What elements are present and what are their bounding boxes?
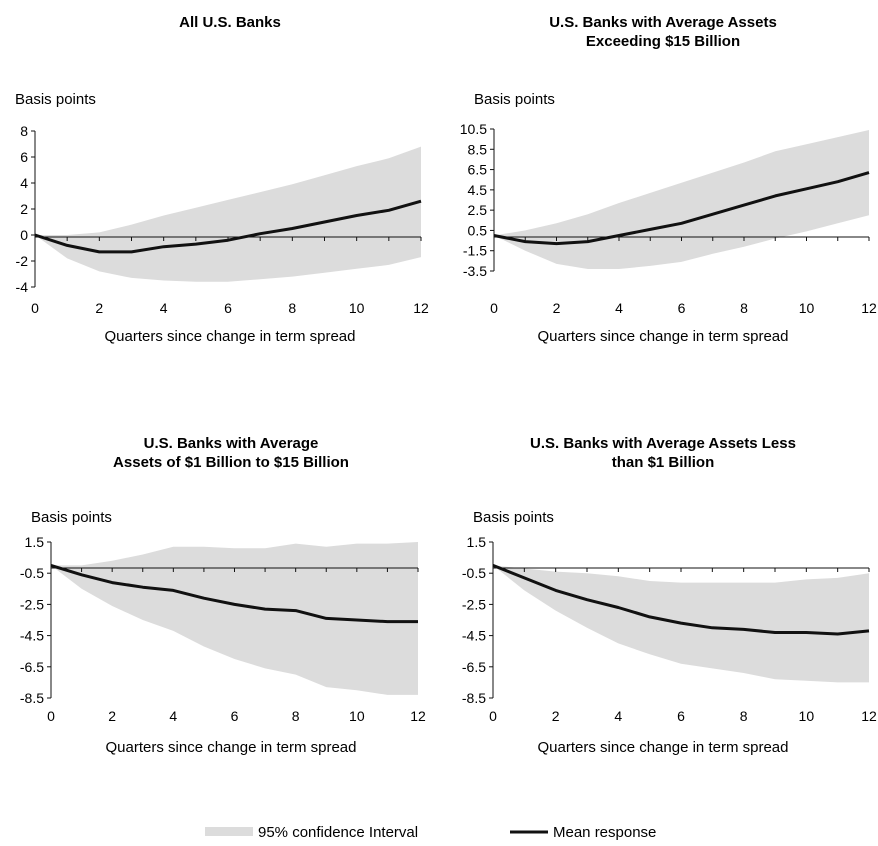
y-tick-label: -1.5 <box>463 243 487 259</box>
y-tick-label: 0 <box>20 227 28 243</box>
y-tick-label: -6.5 <box>20 659 44 675</box>
x-tick-label: 10 <box>799 300 815 316</box>
x-tick-label: 12 <box>413 300 429 316</box>
y-tick-label: 4.5 <box>468 182 488 198</box>
confidence-band <box>51 542 418 695</box>
y-tick-label: 2.5 <box>468 202 488 218</box>
x-axis-label: Quarters since change in term spread <box>538 328 789 345</box>
y-tick-label: -2 <box>16 253 29 269</box>
x-tick-label: 12 <box>410 708 426 724</box>
y-tick-label: -4.5 <box>462 628 486 644</box>
x-tick-label: 0 <box>489 708 497 724</box>
x-tick-label: 4 <box>614 708 622 724</box>
mean-response-line <box>34 199 422 254</box>
legend-line-label: Mean response <box>553 824 656 841</box>
y-axis-label: Basis points <box>473 509 554 526</box>
chart-title-line: than $1 Billion <box>612 454 715 471</box>
x-tick-label: 4 <box>615 300 623 316</box>
x-tick-label: 10 <box>349 708 365 724</box>
x-tick-label: 4 <box>169 708 177 724</box>
chart-panel-3: U.S. Banks with Average Assets of $1 Bill… <box>20 435 426 756</box>
x-tick-label: 6 <box>677 708 685 724</box>
y-tick-label: -0.5 <box>462 565 486 581</box>
y-tick-label: -4 <box>16 279 29 295</box>
x-tick-label: 12 <box>861 708 877 724</box>
y-tick-label: 8 <box>20 123 28 139</box>
y-tick-label: 8.5 <box>468 141 488 157</box>
x-tick-label: 8 <box>740 300 748 316</box>
x-tick-label: 6 <box>231 708 239 724</box>
x-axis-label: Quarters since change in term spread <box>105 328 356 345</box>
x-tick-label: 6 <box>678 300 686 316</box>
y-tick-label: 6 <box>20 149 28 165</box>
mean-response-line <box>492 564 870 636</box>
x-tick-label: 8 <box>288 300 296 316</box>
chart-title-line: All U.S. Banks <box>179 14 281 31</box>
y-tick-label: -2.5 <box>20 596 44 612</box>
x-tick-label: 2 <box>95 300 103 316</box>
x-tick-label: 2 <box>552 708 560 724</box>
y-axis-label: Basis points <box>31 509 112 526</box>
y-tick-label: 4 <box>20 175 28 191</box>
x-tick-label: 0 <box>31 300 39 316</box>
chart-title-line: U.S. Banks with Average Assets <box>549 14 777 31</box>
y-tick-label: 2 <box>20 201 28 217</box>
x-tick-label: 0 <box>490 300 498 316</box>
y-axis-label: Basis points <box>474 91 555 108</box>
x-tick-label: 10 <box>349 300 365 316</box>
chart-title-line: U.S. Banks with Average <box>144 435 319 452</box>
chart-panel-2: U.S. Banks with Average Assets Exceeding … <box>460 14 877 345</box>
confidence-band <box>494 130 869 269</box>
legend-band-label: 95% confidence Interval <box>258 824 418 841</box>
x-tick-label: 10 <box>799 708 815 724</box>
legend: 95% confidence Interval Mean response <box>205 824 656 841</box>
y-axis-label: Basis points <box>15 91 96 108</box>
chart-title-line: U.S. Banks with Average Assets Less <box>530 435 796 452</box>
mean-response-line <box>493 171 870 246</box>
y-tick-label: -4.5 <box>20 628 44 644</box>
y-tick-label: 1.5 <box>25 534 45 550</box>
x-tick-label: 6 <box>224 300 232 316</box>
x-tick-label: 4 <box>160 300 168 316</box>
y-tick-label: -0.5 <box>20 565 44 581</box>
confidence-band <box>35 146 421 282</box>
chart-title-line: Assets of $1 Billion to $15 Billion <box>113 454 349 471</box>
x-tick-label: 0 <box>47 708 55 724</box>
y-tick-label: 1.5 <box>467 534 487 550</box>
y-tick-label: -6.5 <box>462 659 486 675</box>
y-tick-label: -8.5 <box>20 690 44 706</box>
chart-panel-4: U.S. Banks with Average Assets Less than … <box>462 435 877 756</box>
y-tick-label: 10.5 <box>460 121 487 137</box>
y-tick-label: -8.5 <box>462 690 486 706</box>
x-axis-label: Quarters since change in term spread <box>538 739 789 756</box>
y-tick-label: -2.5 <box>462 596 486 612</box>
x-tick-label: 8 <box>740 708 748 724</box>
y-tick-label: 0.5 <box>468 222 488 238</box>
y-tick-label: -3.5 <box>463 263 487 279</box>
x-tick-label: 8 <box>292 708 300 724</box>
x-tick-label: 2 <box>108 708 116 724</box>
mean-response-line <box>50 563 418 624</box>
x-tick-label: 2 <box>553 300 561 316</box>
chart-title-line: Exceeding $15 Billion <box>586 33 740 50</box>
chart-panel-1: All U.S. Banks Basis points -4 -2 0 2 4 6 8 0 2 4 6 8… <box>15 14 429 345</box>
y-tick-label: 6.5 <box>468 162 488 178</box>
x-axis-label: Quarters since change in term spread <box>106 739 357 756</box>
legend-band-swatch <box>205 827 253 836</box>
x-tick-label: 12 <box>861 300 877 316</box>
